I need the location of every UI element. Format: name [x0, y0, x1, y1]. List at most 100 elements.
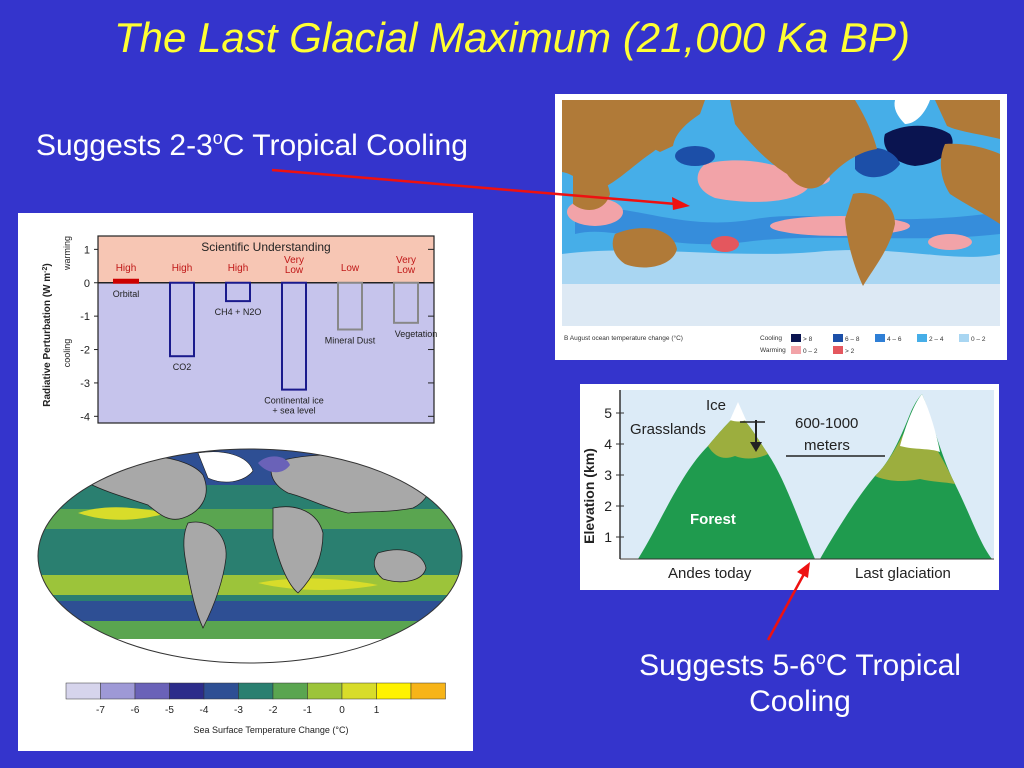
- chart-bar: [169, 281, 195, 358]
- andes-today-ice: [730, 402, 746, 422]
- ocean-legend-swatch: [791, 334, 801, 342]
- sst-legend-swatch: [100, 682, 136, 700]
- chart-title: Scientific Understanding: [201, 240, 330, 254]
- map-cool-band: [562, 250, 1000, 284]
- sst-legend-tick: -3: [234, 705, 243, 716]
- chart-category-label: CH4 + N2O: [215, 307, 262, 317]
- andes-tick-label: 5: [604, 405, 612, 421]
- chart-category-label: Continental ice: [264, 396, 324, 406]
- sst-land-south-america: [183, 521, 227, 629]
- chart-y-axis-label-close: ): [42, 263, 53, 266]
- caption-tropical-cooling-2-3: Suggests 2-3oC Tropical Cooling: [36, 128, 468, 164]
- caption-top-post: C Tropical Cooling: [222, 129, 468, 162]
- caption-tropical-cooling-5-6: Suggests 5-6oC Tropical Cooling: [600, 648, 1000, 720]
- radiative-perturbation-chart: Scientific Understanding Radiative Pertu…: [42, 235, 438, 424]
- andes-glacial-grassland: [875, 429, 955, 484]
- chart-y-tick-label: 1: [84, 244, 90, 256]
- ocean-map-cooling-label: Cooling: [760, 335, 782, 342]
- sst-legend-swatch: [169, 682, 205, 700]
- chart-cooling-background: [98, 282, 434, 423]
- andes-tick-label: 4: [604, 436, 612, 452]
- andes-today-forest: [638, 414, 815, 559]
- ocean-legend-swatch: [833, 334, 843, 342]
- ocean-legend-label: 2 – 4: [929, 336, 944, 343]
- ocean-legend-swatch: [875, 334, 885, 342]
- ocean-temperature-map: B August ocean temperature change (°C) C…: [562, 100, 1000, 355]
- chart-y-tick-label: 0: [84, 278, 90, 290]
- sst-legend-swatch: [238, 682, 274, 700]
- andes-elevation-panel: Elevation (km) 1 2 3 4 5 Ice Grasslands Fore…: [580, 384, 999, 590]
- chart-understanding-label: Very: [284, 255, 304, 266]
- ocean-legend-swatch: [833, 346, 843, 354]
- chart-bar: [337, 281, 363, 331]
- sst-legend-tick: 1: [374, 705, 380, 716]
- sst-legend-swatch: [307, 682, 343, 700]
- sst-legend-swatch: [203, 682, 239, 700]
- chart-bar: [281, 281, 307, 391]
- sst-legend-swatch: [410, 682, 446, 700]
- map-ice-sheet: [894, 100, 930, 124]
- chart-bar: [225, 281, 251, 303]
- andes-tick-label: 3: [604, 467, 612, 483]
- chart-y-tick-label: -3: [80, 378, 90, 390]
- sst-legend-label: Sea Surface Temperature Change (°C): [193, 725, 348, 735]
- chart-y-axis-label-sup: -2: [42, 267, 49, 273]
- chart-y-tick-label: -4: [80, 411, 90, 423]
- caption-bottom-pre: Suggests 5-6: [639, 649, 816, 682]
- andes-tick-label: 1: [604, 529, 612, 545]
- ocean-map-legend: B August ocean temperature change (°C) C…: [564, 334, 986, 355]
- andes-shift-arrowhead: [750, 442, 762, 452]
- ocean-map-warming-label: Warming: [760, 347, 786, 354]
- sst-legend-tick: -4: [200, 705, 209, 716]
- sst-legend-tick: -5: [165, 705, 174, 716]
- andes-axis-label: Elevation (km): [581, 448, 597, 544]
- chart-understanding-label: High: [172, 263, 193, 274]
- andes-glacial-ice: [900, 394, 940, 452]
- chart-y-axis-label: Radiative Perturbation (W m-2): [42, 263, 54, 406]
- chart-understanding-label: Low: [397, 265, 416, 276]
- map-cold-patch: [675, 146, 715, 166]
- sst-north-atlantic-cold: [258, 456, 290, 473]
- map-southern-ocean: [562, 276, 1000, 326]
- sst-legend-swatch: [341, 682, 377, 700]
- ocean-legend-swatch: [791, 346, 801, 354]
- map-asia: [562, 100, 705, 152]
- map-europe: [935, 100, 1000, 139]
- sst-land-africa: [272, 506, 324, 594]
- andes-label-glacial: Last glaciation: [855, 565, 951, 582]
- andes-elevation-diagram: Elevation (km) 1 2 3 4 5 Ice Grasslands Fore…: [580, 384, 999, 590]
- andes-label-forest: Forest: [690, 511, 736, 528]
- map-australia: [612, 228, 677, 268]
- sst-legend-tick: -2: [269, 705, 278, 716]
- andes-label-shift-2: meters: [804, 437, 850, 454]
- andes-label-today: Andes today: [668, 565, 752, 582]
- chart-understanding-label: High: [116, 263, 137, 274]
- ocean-legend-label: 6 – 8: [845, 336, 860, 343]
- sst-legend-swatch: [65, 682, 101, 700]
- andes-label-ice: Ice: [706, 397, 726, 414]
- chart-warming-background: [98, 236, 434, 283]
- chart-bar: [393, 281, 419, 324]
- chart-understanding-label: Very: [396, 255, 416, 266]
- map-warm-patch: [928, 234, 972, 250]
- ocean-map-legend-title: B August ocean temperature change (°C): [564, 334, 683, 342]
- andes-label-shift-1: 600-1000: [795, 415, 858, 432]
- sst-legend-swatch: [376, 682, 412, 700]
- chart-y-tick-label: -1: [80, 311, 90, 323]
- caption-bottom-post: C Tropical: [825, 649, 961, 682]
- sst-legend: -7 -6 -5 -4 -3 -2 -1 0 1 Sea Surface Temperature…: [65, 682, 446, 735]
- map-cold-patch: [855, 147, 900, 178]
- map-north-atlantic-cold: [884, 125, 953, 166]
- forcing-and-sst-figure: Scientific Understanding Radiative Pertu…: [37, 235, 463, 735]
- sst-land-ice: [197, 451, 254, 483]
- chart-category-label: Vegetation: [395, 329, 438, 339]
- caption-top-pre: Suggests 2-3: [36, 129, 213, 162]
- chart-understanding-label: Low: [341, 263, 360, 274]
- chart-frame: [97, 235, 435, 424]
- sst-globe: [37, 448, 463, 664]
- sst-legend-swatch: [272, 682, 308, 700]
- ocean-legend-label: 0 – 2: [803, 348, 818, 355]
- slide-title: The Last Glacial Maximum (21,000 Ka BP): [114, 14, 910, 61]
- chart-category-label: + sea level: [272, 406, 315, 416]
- chart-category-label: CO2: [173, 362, 192, 372]
